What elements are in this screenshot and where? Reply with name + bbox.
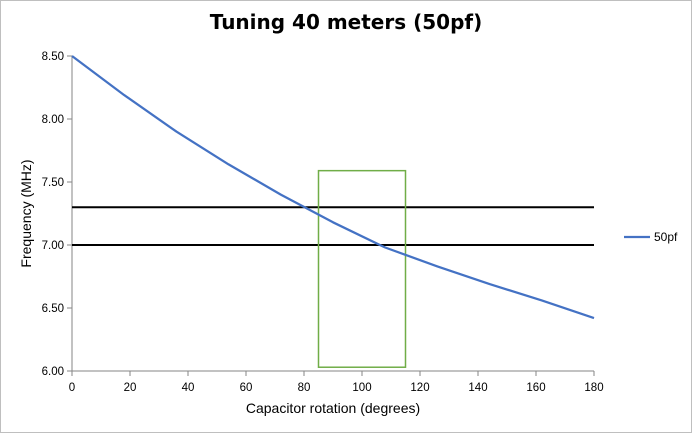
y-tick-label: 7.50 xyxy=(42,177,64,189)
y-tick-label: 7.00 xyxy=(42,240,64,252)
x-tick-label: 100 xyxy=(352,382,371,394)
x-tick-label: 80 xyxy=(298,382,311,394)
highlight-box xyxy=(317,169,407,368)
x-tick-label: 60 xyxy=(240,382,253,394)
legend-label: 50pf xyxy=(654,230,678,244)
y-tick-label: 8.50 xyxy=(42,51,64,63)
x-tick-label: 40 xyxy=(182,382,195,394)
series-line-50pf xyxy=(71,55,595,320)
x-tick-label: 160 xyxy=(526,382,545,394)
x-tick-label: 140 xyxy=(468,382,487,394)
chart-title: Tuning 40 meters (50pf) xyxy=(209,10,483,34)
y-tick-label: 8.00 xyxy=(42,114,64,126)
y-axis-label: Frequency (MHz) xyxy=(18,159,34,267)
x-tick-label: 120 xyxy=(410,382,429,394)
x-tick-label: 20 xyxy=(124,382,137,394)
x-axis-label: Capacitor rotation (degrees) xyxy=(246,400,420,416)
y-tick-label: 6.00 xyxy=(42,366,64,378)
x-tick-label: 0 xyxy=(69,382,75,394)
x-tick-label: 180 xyxy=(584,382,603,394)
y-tick-label: 6.50 xyxy=(42,303,64,315)
